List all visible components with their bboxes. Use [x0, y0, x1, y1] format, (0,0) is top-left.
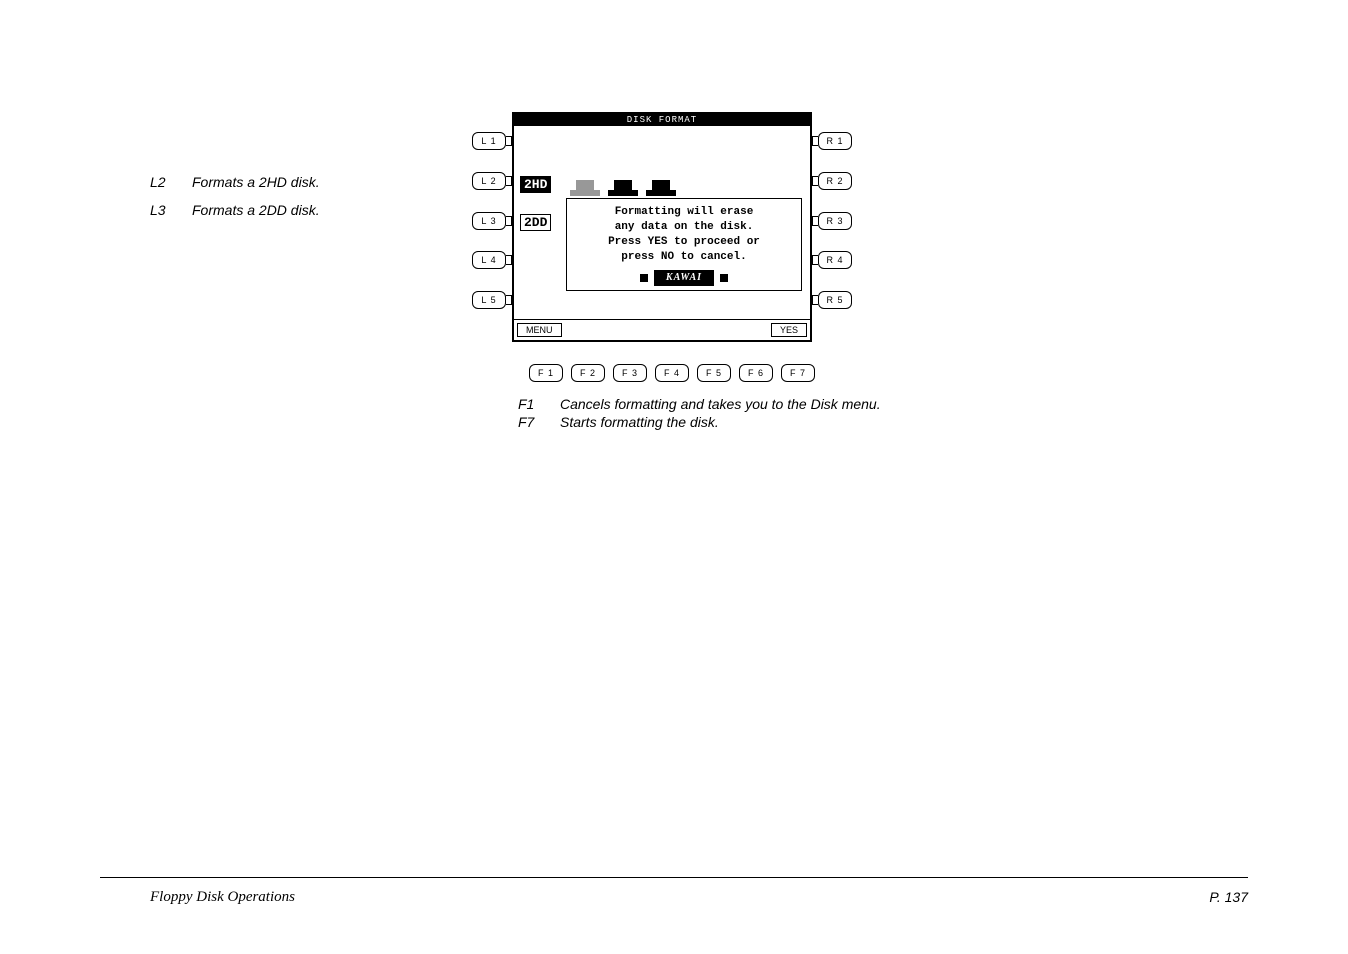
legend-desc-l3: Formats a 2DD disk.: [192, 202, 320, 218]
f1-button[interactable]: F 1: [529, 364, 563, 382]
confirm-dialog: Formatting will erase any data on the di…: [566, 198, 802, 291]
l1-button[interactable]: L 1: [472, 132, 506, 150]
device-diagram: L 1 L 2 L 3 L 4 L 5 DISK FORMAT 2HD 2DD: [472, 112, 872, 382]
footer-divider: [100, 877, 1248, 878]
legend-key-f7: F7: [518, 414, 560, 430]
l3-button[interactable]: L 3: [472, 212, 506, 230]
r3-button[interactable]: R 3: [818, 212, 852, 230]
page-footer: Floppy Disk Operations P. 137: [150, 889, 1248, 906]
legend-desc-f7: Starts formatting the disk.: [560, 414, 719, 430]
legend-row: L2 Formats a 2HD disk.: [150, 174, 320, 190]
brand-label: KAWAI: [654, 270, 714, 286]
screen-footer: MENU YES: [514, 319, 810, 340]
option-2dd[interactable]: 2DD: [520, 214, 551, 231]
option-2hd[interactable]: 2HD: [520, 176, 551, 193]
r1-button[interactable]: R 1: [818, 132, 852, 150]
bottom-legend: F1 Cancels formatting and takes you to t…: [518, 396, 881, 442]
r-button-column: R 1 R 2 R 3 R 4 R 5: [812, 112, 852, 317]
l5-button[interactable]: L 5: [472, 291, 506, 309]
square-icon: [720, 274, 728, 282]
f6-button[interactable]: F 6: [739, 364, 773, 382]
r4-button[interactable]: R 4: [818, 251, 852, 269]
page-number: P. 137: [1209, 889, 1248, 906]
dialog-line: any data on the disk.: [571, 220, 797, 235]
left-legend: L2 Formats a 2HD disk. L3 Formats a 2DD …: [150, 174, 320, 230]
f5-button[interactable]: F 5: [697, 364, 731, 382]
legend-desc-l2: Formats a 2HD disk.: [192, 174, 320, 190]
r2-button[interactable]: R 2: [818, 172, 852, 190]
lcd-screen: DISK FORMAT 2HD 2DD Formatting will eras…: [512, 112, 812, 342]
f7-button[interactable]: F 7: [781, 364, 815, 382]
legend-desc-f1: Cancels formatting and takes you to the …: [560, 396, 881, 412]
piano-icon-row: [570, 176, 802, 196]
brand-bar: KAWAI: [571, 270, 797, 286]
dialog-line: Formatting will erase: [571, 205, 797, 220]
dialog-line: press NO to cancel.: [571, 250, 797, 265]
f2-button[interactable]: F 2: [571, 364, 605, 382]
footer-yes-label[interactable]: YES: [771, 323, 807, 337]
legend-key-f1: F1: [518, 396, 560, 412]
legend-row: L3 Formats a 2DD disk.: [150, 202, 320, 218]
f3-button[interactable]: F 3: [613, 364, 647, 382]
r5-button[interactable]: R 5: [818, 291, 852, 309]
screen-title: DISK FORMAT: [514, 114, 810, 126]
footer-title: Floppy Disk Operations: [150, 889, 295, 906]
l-button-column: L 1 L 2 L 3 L 4 L 5: [472, 112, 512, 317]
square-icon: [640, 274, 648, 282]
f4-button[interactable]: F 4: [655, 364, 689, 382]
footer-menu-label[interactable]: MENU: [517, 323, 562, 337]
f-button-row: F 1 F 2 F 3 F 4 F 5 F 6 F 7: [472, 364, 872, 382]
l2-button[interactable]: L 2: [472, 172, 506, 190]
l4-button[interactable]: L 4: [472, 251, 506, 269]
legend-key-l3: L3: [150, 202, 192, 218]
dialog-line: Press YES to proceed or: [571, 235, 797, 250]
legend-key-l2: L2: [150, 174, 192, 190]
